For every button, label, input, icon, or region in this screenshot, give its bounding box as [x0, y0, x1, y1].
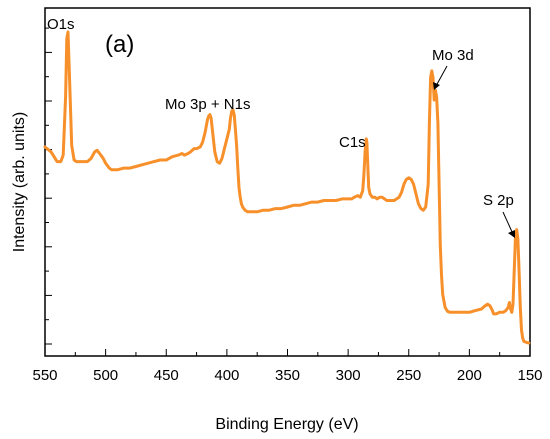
x-tick-label: 150	[517, 367, 542, 384]
x-tick-label: 300	[336, 367, 361, 384]
y-axis-ticks	[45, 27, 52, 345]
annotation-o1s: O1s	[47, 16, 75, 33]
x-tick-label: 450	[154, 367, 179, 384]
arrow-mo3d	[433, 65, 448, 90]
x-tick-label: 550	[32, 367, 57, 384]
x-tick-label: 200	[457, 367, 482, 384]
y-axis-title: Intensity (arb. units)	[11, 112, 28, 253]
annotation-s2p: S 2p	[483, 192, 514, 209]
x-tick-label: 350	[275, 367, 300, 384]
x-tick-label: 500	[93, 367, 118, 384]
spectrum-line	[43, 30, 531, 345]
arrow-s2p	[502, 211, 515, 238]
annotation-mo3p-n1s: Mo 3p + N1s	[165, 96, 250, 113]
panel-label: (a)	[105, 31, 134, 58]
x-axis-title: Binding Energy (eV)	[215, 416, 358, 433]
x-tick-label: 250	[396, 367, 421, 384]
x-tick-label: 400	[214, 367, 239, 384]
annotation-c1s: C1s	[339, 134, 366, 151]
x-axis-ticks: 550 500 450 400 350 300 250 200 150	[32, 349, 543, 384]
annotation-mo3d: Mo 3d	[432, 47, 474, 64]
